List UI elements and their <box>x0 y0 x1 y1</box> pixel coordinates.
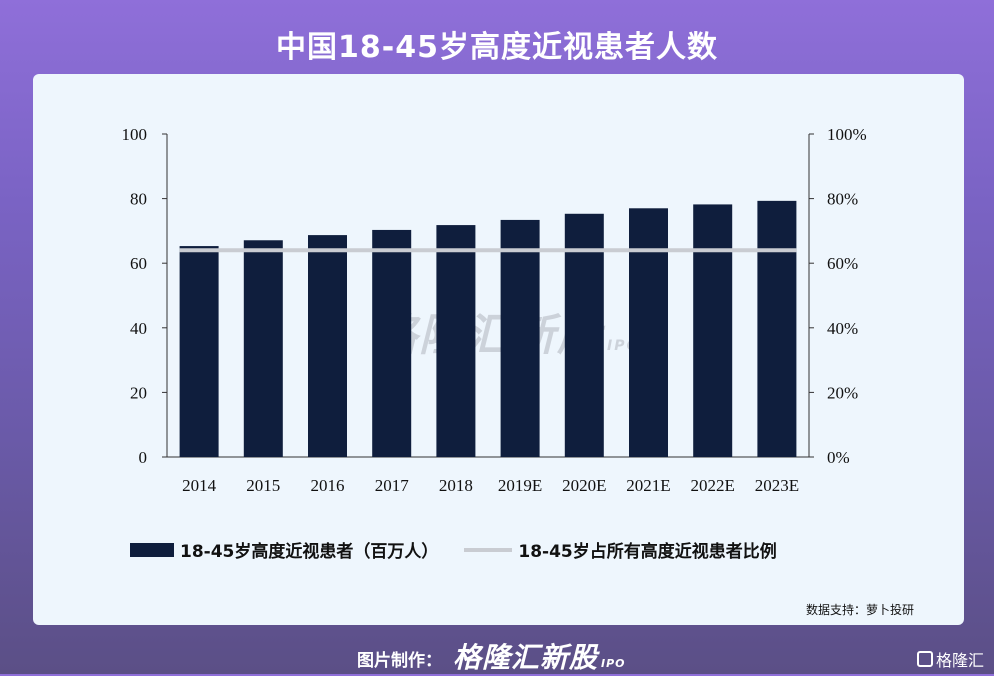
logo-icon <box>916 651 933 667</box>
legend-bar-label: 18-45岁高度近视患者（百万人） <box>180 542 439 562</box>
x-tick-label: 2016 <box>311 476 345 495</box>
y-tick-label-right: 80% <box>827 190 858 209</box>
y-tick-label-left: 100 <box>122 125 148 144</box>
y-tick-label-left: 60 <box>130 254 147 273</box>
x-tick-label: 2019E <box>498 476 542 495</box>
x-tick-label: 2014 <box>182 476 217 495</box>
x-tick-label: 2018 <box>439 476 473 495</box>
chart-card: 格隆汇新股 IPO 0 0% 20 20% 40 40% 60 60% 80 80% 100 100% 2… <box>33 74 964 625</box>
footer-brand: 格隆汇新股 IPO <box>453 636 626 676</box>
legend-bar-swatch <box>130 542 174 557</box>
footer-brand-sub: IPO <box>601 657 626 670</box>
legend-line-swatch <box>464 547 513 552</box>
legend: 18-45岁高度近视患者（百万人） 18-45岁占所有高度近视患者比例 <box>130 537 777 562</box>
y-tick-label-right: 60% <box>827 254 858 273</box>
bar-2023E <box>757 200 797 457</box>
y-tick-label-left: 40 <box>130 319 147 338</box>
page-title: 中国18-45岁高度近视患者人数 <box>276 30 718 65</box>
y-tick-label-left: 20 <box>130 383 147 402</box>
footer-brand-text: 格隆汇新股 <box>453 641 599 674</box>
y-tick-label-right: 40% <box>827 319 858 338</box>
x-tick-label: 2022E <box>691 476 735 495</box>
bar-2014 <box>179 246 219 457</box>
y-tick-label-right: 20% <box>827 383 858 402</box>
y-tick-label-right: 0% <box>827 448 850 467</box>
legend-line-label: 18-45岁占所有高度近视患者比例 <box>518 542 777 562</box>
source-note: 数据支持：萝卜投研 <box>805 603 914 617</box>
bar-2020E <box>564 213 604 457</box>
x-tick-label: 2017 <box>375 476 410 495</box>
y-tick-label-left: 80 <box>130 190 147 209</box>
bar-2021E <box>629 208 668 457</box>
x-tick-label: 2021E <box>626 476 670 495</box>
x-tick-label: 2023E <box>755 476 799 495</box>
footer-label: 图片制作： <box>357 651 442 671</box>
bar-2022E <box>693 204 733 457</box>
bar-2017 <box>372 229 412 457</box>
y-tick-label-right: 100% <box>827 125 867 144</box>
bar-2018 <box>436 225 476 457</box>
y-tick-label-left: 0 <box>139 448 148 467</box>
x-tick-label: 2020E <box>562 476 606 495</box>
bar-line-chart: 0 0% 20 20% 40 40% 60 60% 80 80% 100 100% 2014 2015 20… <box>122 125 867 495</box>
bar-2019E <box>500 219 540 457</box>
x-tick-label: 2015 <box>246 476 280 495</box>
corner-logo: 格隆汇 <box>916 647 984 671</box>
bar-2015 <box>243 240 283 457</box>
corner-logo-text: 格隆汇 <box>935 651 984 670</box>
bar-2016 <box>308 235 347 457</box>
